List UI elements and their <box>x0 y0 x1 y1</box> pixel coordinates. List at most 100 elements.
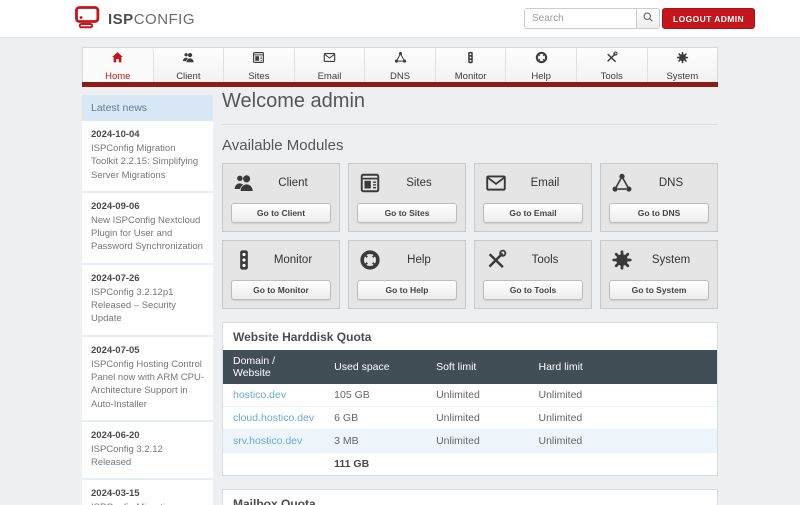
module-name: Monitor <box>255 254 331 266</box>
search-icon <box>642 11 654 26</box>
table-row: cloud.hostico.dev6 GBUnlimitedUnlimited <box>223 407 717 430</box>
news-header: Latest news <box>82 95 213 121</box>
app-logo: ISPCONFIG <box>74 5 195 34</box>
table-cell: srv.hostico.dev <box>223 430 324 453</box>
table-cell: cloud.hostico.dev <box>223 407 324 430</box>
tab-label: Client <box>176 71 200 82</box>
email-icon <box>323 51 336 69</box>
tab-system[interactable]: System <box>648 48 718 82</box>
client-icon <box>182 51 195 69</box>
module-card-header: Tools <box>483 248 583 272</box>
tab-label: DNS <box>390 71 410 82</box>
home-icon <box>111 51 124 69</box>
system-icon <box>611 249 633 271</box>
tab-label: System <box>666 71 698 82</box>
app-title: ISPCONFIG <box>108 11 195 28</box>
tab-monitor[interactable]: Monitor <box>436 48 507 82</box>
module-card-header: Email <box>483 171 583 195</box>
sidebar-latest-news: Latest news 2024-10-04 ISPConfig Migratio… <box>82 95 213 505</box>
tab-email[interactable]: Email <box>295 48 366 82</box>
total-value: 111 GB <box>324 453 426 476</box>
module-card-header: Monitor <box>231 248 331 272</box>
table-cell: Unlimited <box>529 384 718 407</box>
monitor-icon <box>464 51 477 69</box>
ispconfig-monitor-icon <box>74 5 102 34</box>
column-header: Soft limit <box>426 350 528 384</box>
go-to-dns-button[interactable]: Go to DNS <box>609 203 709 223</box>
website-quota-panel: Website Harddisk Quota Domain / WebsiteU… <box>222 322 718 476</box>
go-to-help-button[interactable]: Go to Help <box>357 280 457 300</box>
news-text: New ISPConfig Nextcloud Plugin for User … <box>91 214 204 254</box>
row-link[interactable]: srv.hostico.dev <box>233 435 302 447</box>
main-nav: Home Client Sites Email DNS Monitor Help Tools S… <box>82 47 718 82</box>
news-item[interactable]: 2024-06-20ISPConfig 3.2.12 Released <box>82 420 213 479</box>
module-name: Sites <box>381 177 457 189</box>
website-quota-title: Website Harddisk Quota <box>223 323 717 350</box>
tab-dns[interactable]: DNS <box>365 48 436 82</box>
table-cell <box>426 453 528 476</box>
dns-icon <box>394 51 407 69</box>
row-link[interactable]: cloud.hostico.dev <box>233 412 314 424</box>
news-date: 2024-07-26 <box>91 273 204 284</box>
module-card-client: Client Go to Client <box>222 163 340 232</box>
news-text: ISPConfig 3.2.12p1 Released – Security U… <box>91 286 204 326</box>
tab-label: Home <box>105 71 130 82</box>
news-item[interactable]: 2024-10-04 ISPConfig Migration Toolkit 2.… <box>82 121 213 191</box>
logout-admin-button[interactable]: LOGOUT ADMIN <box>662 8 755 29</box>
tab-label: Sites <box>248 71 269 82</box>
module-card-monitor: Monitor Go to Monitor <box>222 240 340 309</box>
table-cell <box>223 453 324 476</box>
news-date: 2024-06-20 <box>91 430 204 441</box>
tab-label: Monitor <box>455 71 487 82</box>
table-cell: 6 GB <box>324 407 426 430</box>
table-cell: Unlimited <box>426 430 528 453</box>
news-item[interactable]: 2024-07-05ISPConfig Hosting Control Pane… <box>82 335 213 420</box>
tab-home[interactable]: Home <box>83 48 154 82</box>
table-cell: 3 MB <box>324 430 426 453</box>
news-item[interactable]: 2024-03-15ISPConfig Migration Toolkit 2.… <box>82 478 213 505</box>
tools-icon <box>485 249 507 271</box>
go-to-system-button[interactable]: Go to System <box>609 280 709 300</box>
news-text: ISPConfig Hosting Control Panel now with… <box>91 358 204 411</box>
table-cell: Unlimited <box>529 430 718 453</box>
news-text: ISPConfig Migration Toolkit 2.2.15: Simp… <box>91 142 204 182</box>
news-date: 2024-10-04 <box>91 129 204 140</box>
module-card-sites: Sites Go to Sites <box>348 163 466 232</box>
module-card-dns: DNS Go to DNS <box>600 163 718 232</box>
client-icon <box>233 172 255 194</box>
column-header: Used space <box>324 350 426 384</box>
table-cell: Unlimited <box>426 407 528 430</box>
sites-icon <box>359 172 381 194</box>
tab-tools[interactable]: Tools <box>577 48 648 82</box>
row-link[interactable]: hostico.dev <box>233 389 286 401</box>
tab-help[interactable]: Help <box>506 48 577 82</box>
table-header-row: Domain / WebsiteUsed spaceSoft limitHard… <box>223 350 717 384</box>
go-to-sites-button[interactable]: Go to Sites <box>357 203 457 223</box>
tab-sites[interactable]: Sites <box>224 48 295 82</box>
go-to-email-button[interactable]: Go to Email <box>483 203 583 223</box>
sites-icon <box>252 51 265 69</box>
table-cell: Unlimited <box>426 384 528 407</box>
column-header: Domain / Website <box>223 350 324 384</box>
news-item[interactable]: 2024-09-06New ISPConfig Nextcloud Plugin… <box>82 191 213 263</box>
go-to-client-button[interactable]: Go to Client <box>231 203 331 223</box>
module-name: Tools <box>507 254 583 266</box>
page-title: Welcome admin <box>222 90 718 125</box>
search-button[interactable] <box>636 8 660 29</box>
news-item[interactable]: 2024-07-26 ISPConfig 3.2.12p1 Released – … <box>82 263 213 335</box>
tab-client[interactable]: Client <box>154 48 225 82</box>
module-name: Email <box>507 177 583 189</box>
module-card-header: Client <box>231 171 331 195</box>
module-card-header: System <box>609 248 709 272</box>
table-row: srv.hostico.dev3 MBUnlimitedUnlimited <box>223 430 717 453</box>
go-to-monitor-button[interactable]: Go to Monitor <box>231 280 331 300</box>
module-card-header: DNS <box>609 171 709 195</box>
system-icon <box>676 51 689 69</box>
go-to-tools-button[interactable]: Go to Tools <box>483 280 583 300</box>
module-card-header: Help <box>357 248 457 272</box>
module-name: Client <box>255 177 331 189</box>
tab-label: Help <box>531 71 551 82</box>
search-input[interactable] <box>524 8 636 29</box>
help-icon <box>359 249 381 271</box>
search-group <box>524 8 660 29</box>
